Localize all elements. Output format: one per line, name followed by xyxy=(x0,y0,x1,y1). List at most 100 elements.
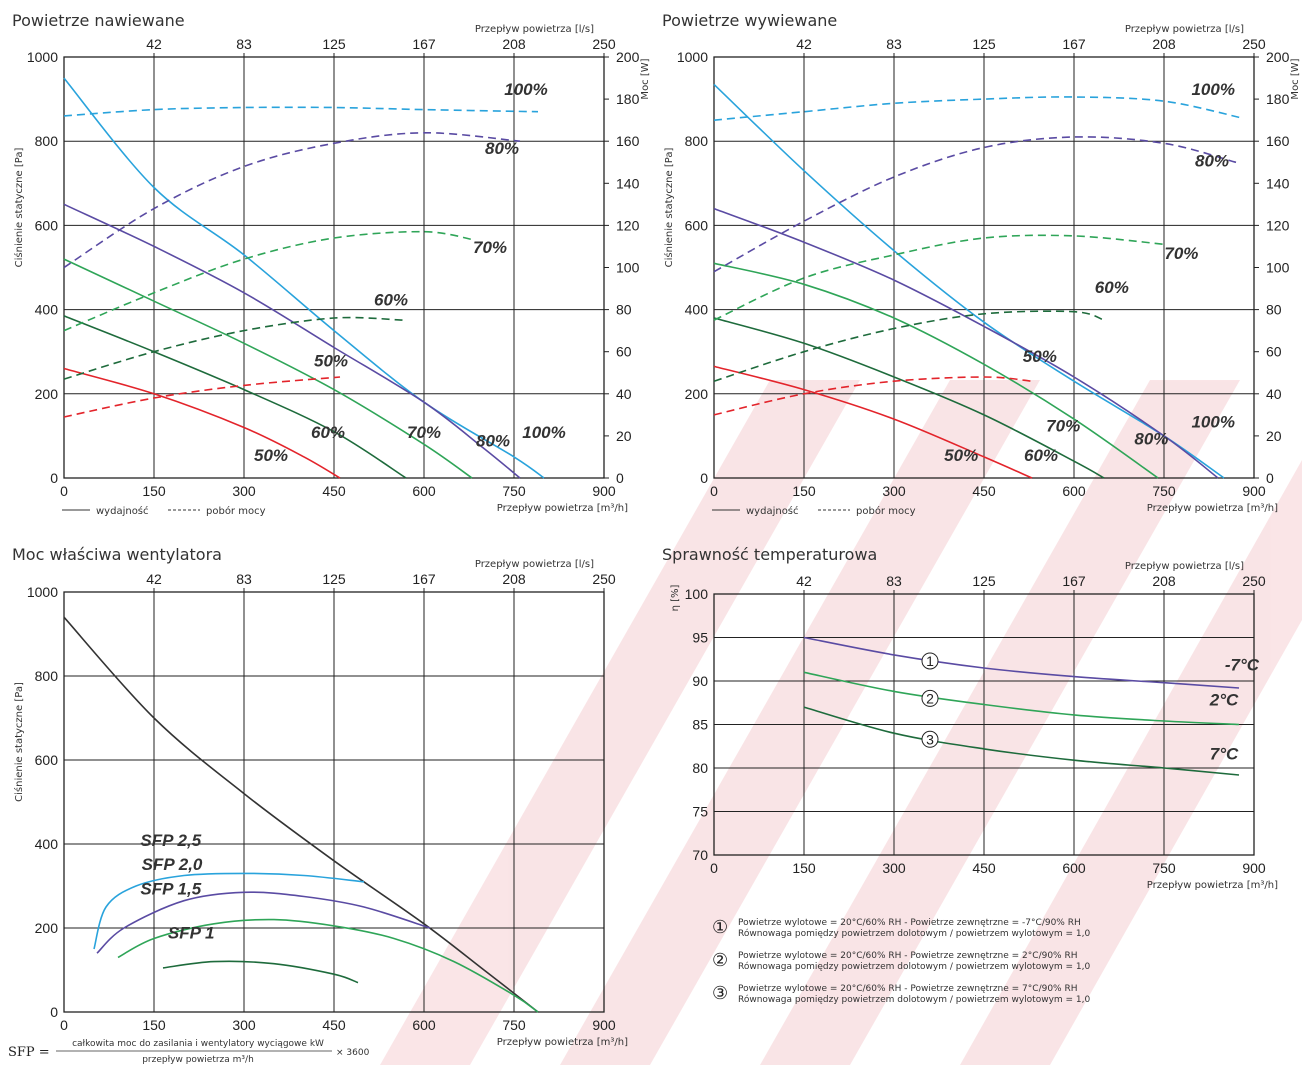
x-tick-label: 0 xyxy=(710,483,718,499)
x-tick-label: 450 xyxy=(322,1017,346,1033)
series-line-power-8 xyxy=(713,310,1105,382)
series-line-power-5 xyxy=(713,96,1243,121)
top-tick-label: 42 xyxy=(796,36,812,52)
x-tick-label: 900 xyxy=(1242,860,1266,876)
series-label: 60% xyxy=(1095,278,1129,297)
y2-tick-label: 200 xyxy=(616,49,640,65)
y-tick-label: 0 xyxy=(700,470,708,486)
x-axis-label: Przepływ powietrza [m³/h] xyxy=(497,503,628,514)
series-line-curve-2 xyxy=(96,891,431,954)
series-line-curve-0 xyxy=(63,616,539,1013)
x-tick-label: 150 xyxy=(142,1017,166,1033)
series-line-curve-3 xyxy=(117,918,539,1013)
y2-tick-label: 20 xyxy=(1266,428,1282,444)
series-label: 2°C xyxy=(1209,690,1239,709)
series-label: 50% xyxy=(1023,347,1057,366)
series-label: 80% xyxy=(1195,151,1229,170)
series-line-pressure-0 xyxy=(63,77,545,479)
series-line-pressure-2 xyxy=(713,262,1159,479)
x-tick-label: 450 xyxy=(972,860,996,876)
y-tick-label: 95 xyxy=(692,630,708,646)
y2-tick-label: 40 xyxy=(1266,386,1282,402)
y2-tick-label: 120 xyxy=(616,217,640,233)
chart-temperature-efficiency: Sprawność temperaturowa 0 150 300 450 600 750 9… xyxy=(662,545,1278,1005)
top-tick-label: 167 xyxy=(412,571,436,587)
curve-marker-number: 2 xyxy=(926,690,934,706)
top-axis-label: Przepływ powietrza [l/s] xyxy=(475,559,594,570)
x-tick-label: 450 xyxy=(972,483,996,499)
y-axis-label: Ciśnienie statyczne [Pa] xyxy=(663,148,675,268)
series-line-power-6 xyxy=(713,136,1237,273)
series-line-pressure-1 xyxy=(713,207,1219,479)
y-tick-label: 600 xyxy=(35,752,59,768)
y-axis-label: Ciśnienie statyczne [Pa] xyxy=(13,682,25,802)
y-tick-label: 0 xyxy=(50,470,58,486)
x-tick-label: 750 xyxy=(502,483,526,499)
x-axis-label: Przepływ powietrza [m³/h] xyxy=(1147,880,1278,891)
top-tick-label: 83 xyxy=(886,573,902,589)
curve-marker-circle xyxy=(921,689,939,707)
x-tick-label: 450 xyxy=(322,483,346,499)
legend-solid-label: wydajność xyxy=(746,505,799,517)
series-line-power-9 xyxy=(713,376,1033,416)
series-line-power-7 xyxy=(713,234,1165,321)
chart-title: Powietrze wywiewane xyxy=(662,11,837,30)
top-tick-label: 83 xyxy=(886,36,902,52)
x-tick-label: 750 xyxy=(1152,860,1176,876)
top-tick-label: 42 xyxy=(146,571,162,587)
x-tick-label: 600 xyxy=(1062,483,1086,499)
chart-title: Powietrze nawiewane xyxy=(12,11,185,30)
y2-tick-label: 160 xyxy=(1266,133,1290,149)
series-label: 100% xyxy=(504,80,547,99)
series-label: 60% xyxy=(1024,446,1058,465)
y2-axis-label: Moc [W] xyxy=(640,58,651,99)
note-line-1: Powietrze wylotowe = 20°C/60% RH - Powie… xyxy=(738,951,1078,961)
y2-tick-label: 200 xyxy=(1266,49,1290,65)
x-tick-label: 150 xyxy=(792,483,816,499)
y2-tick-label: 40 xyxy=(616,386,632,402)
y2-tick-label: 0 xyxy=(616,470,624,486)
legend-dashed-label: pobór mocy xyxy=(856,505,916,517)
legend-dashed-label: pobór mocy xyxy=(206,505,266,517)
y-tick-label: 0 xyxy=(50,1004,58,1020)
x-tick-label: 150 xyxy=(142,483,166,499)
y2-tick-label: 60 xyxy=(1266,344,1282,360)
series-label: 80% xyxy=(1134,429,1168,448)
top-tick-label: 42 xyxy=(146,36,162,52)
x-tick-label: 0 xyxy=(60,483,68,499)
y-tick-label: 800 xyxy=(35,133,59,149)
series-label: 70% xyxy=(407,423,441,442)
x-tick-label: 0 xyxy=(60,1017,68,1033)
series-label: 100% xyxy=(1191,80,1234,99)
y2-tick-label: 180 xyxy=(616,91,640,107)
y-tick-label: 1000 xyxy=(677,49,708,65)
series-label: SFP 2,5 xyxy=(140,831,201,850)
x-tick-label: 750 xyxy=(502,1017,526,1033)
series-line-curve-1 xyxy=(93,872,365,950)
top-tick-label: 125 xyxy=(972,36,996,52)
curve-marker-circle xyxy=(921,730,939,748)
series-label: 100% xyxy=(1191,412,1234,431)
top-tick-label: 208 xyxy=(1152,36,1176,52)
y-axis-label: Ciśnienie statyczne [Pa] xyxy=(13,148,25,268)
y-tick-label: 400 xyxy=(35,302,59,318)
y2-tick-label: 180 xyxy=(1266,91,1290,107)
series-label: -7°C xyxy=(1225,656,1260,675)
y-tick-label: 100 xyxy=(685,586,709,602)
y2-tick-label: 120 xyxy=(1266,217,1290,233)
series-line-pressure-4 xyxy=(63,367,341,479)
top-tick-label: 83 xyxy=(236,571,252,587)
y2-tick-label: 140 xyxy=(1266,175,1290,191)
y2-tick-label: 100 xyxy=(1266,260,1290,276)
series-line-power-8 xyxy=(63,316,404,380)
note-line-2: Równowaga pomiędzy powietrzem dolotowym … xyxy=(738,961,1091,972)
top-tick-label: 250 xyxy=(1242,36,1266,52)
series-line-pressure-2 xyxy=(63,258,473,479)
series-line-curve-2 xyxy=(803,706,1240,776)
y2-tick-label: 160 xyxy=(616,133,640,149)
curve-marker-number: 1 xyxy=(926,653,934,669)
x-tick-label: 900 xyxy=(592,1017,616,1033)
x-tick-label: 300 xyxy=(232,483,256,499)
series-label: 70% xyxy=(1164,244,1198,263)
